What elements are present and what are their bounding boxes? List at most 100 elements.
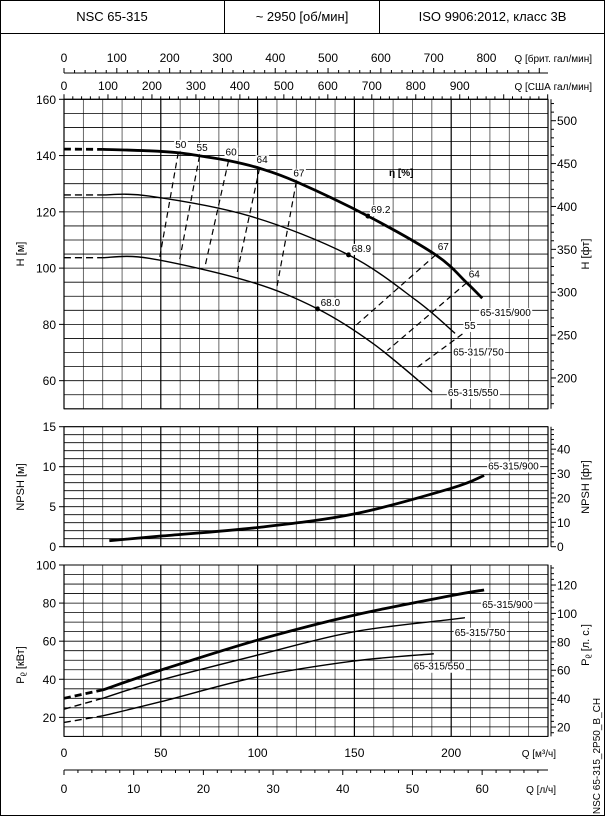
best-efficiency-label: 68.0 [321, 298, 341, 309]
right-tick-label: 100 [557, 607, 577, 621]
efficiency-label: 67 [438, 242, 450, 253]
uk-gpm-tick-label: 500 [318, 51, 338, 65]
us-gpm-tick-label: 700 [362, 79, 382, 93]
ls-tick-label: 20 [197, 782, 211, 796]
y-tick-label: 100 [36, 559, 56, 573]
ls-tick-label: 40 [336, 782, 350, 796]
head-curve-label: 65-315/900 [480, 308, 531, 319]
power-curve-dashed-segment [63, 715, 103, 724]
right-tick-label: 400 [557, 200, 577, 214]
power-curve-dashed-segment [63, 697, 103, 710]
power-plot-area [63, 564, 549, 737]
ls-tick-label: 50 [406, 782, 420, 796]
uk-gpm-tick-label: 100 [107, 51, 127, 65]
uk-gpm-tick-label: 200 [160, 51, 180, 65]
drawing-code: NSC 65-315_2P50_B_CH [592, 698, 603, 814]
speed-label: ~ 2950 [об/мин] [225, 0, 380, 34]
efficiency-label-background [292, 168, 306, 180]
right-tick-label: 450 [557, 157, 577, 171]
power-curve [102, 653, 434, 717]
best-efficiency-label: 69.2 [371, 205, 391, 216]
head-curve [102, 193, 456, 334]
us-gpm-tick-label: 900 [450, 79, 470, 93]
power-axis-title: Pᵨ [кВт] [15, 646, 27, 684]
ls-axis-title: Q [л/ч] [526, 785, 556, 796]
efficiency-line [179, 155, 201, 260]
y-tick-label: 20 [43, 711, 57, 725]
right-tick-label: 300 [557, 286, 577, 300]
m3h-tick-label: 150 [344, 746, 364, 760]
y-tick-label: 160 [36, 93, 56, 107]
right-tick-label: 500 [557, 114, 577, 128]
npsh-right-axis-title: NPSH [фт] [580, 460, 592, 514]
ls-tick-label: 0 [61, 782, 68, 796]
uk-gpm-axis-title: Q [брит. гал/мин] [514, 53, 592, 65]
right-tick-label: 30 [557, 467, 571, 481]
efficiency-label-background [174, 139, 188, 151]
efficiency-label-background [436, 241, 451, 253]
m3h-tick-label: 200 [441, 746, 461, 760]
right-tick-label: 40 [557, 692, 571, 706]
y-tick-label: 140 [36, 149, 56, 163]
right-tick-label: 250 [557, 329, 577, 343]
head-curve-label-background [452, 347, 506, 359]
right-tick-label: 0 [557, 540, 564, 554]
efficiency-line [386, 282, 468, 352]
power-curve-label-background [481, 599, 535, 611]
efficiency-label: 55 [464, 321, 476, 332]
head-axis-title: H [м] [15, 242, 27, 267]
power-right-axis-title: Pᵨ [л. с.] [580, 624, 592, 666]
uk-gpm-tick-label: 600 [371, 51, 391, 65]
best-efficiency-point [315, 306, 321, 312]
head-curve-label: 65-315/550 [448, 388, 499, 399]
power-curve [102, 588, 485, 692]
right-tick-label: 60 [557, 664, 571, 678]
power-curve [102, 617, 466, 699]
head-curve-label-background [479, 308, 533, 320]
ls-tick-label: 30 [266, 782, 280, 796]
best-efficiency-point [365, 213, 371, 219]
right-tick-label: 120 [557, 579, 577, 593]
us-gpm-axis-title: Q [США гал/мин] [514, 82, 592, 93]
head-curve [102, 255, 433, 393]
head-curve-label-background [446, 387, 500, 399]
efficiency-label: 64 [257, 155, 269, 166]
right-tick-label: 20 [557, 721, 571, 735]
y-tick-label: 120 [36, 205, 56, 219]
power-curve-label-background [412, 661, 466, 673]
efficiency-label: 60 [226, 148, 238, 159]
head-right-axis-title: H [фт] [580, 239, 592, 270]
npsh-curve-label: 65-315/900 [488, 462, 539, 473]
power-curve-label: 65-315/550 [414, 662, 465, 673]
best-efficiency-label-background [369, 205, 392, 217]
y-tick-label: 5 [49, 500, 56, 514]
m3h-tick-label: 0 [61, 746, 68, 760]
npsh-curve [109, 474, 485, 543]
m3h-tick-label: 50 [154, 746, 168, 760]
y-tick-label: 60 [43, 374, 57, 388]
efficiency-line [236, 168, 261, 275]
efficiency-label-background [224, 147, 239, 159]
efficiency-label-background [195, 142, 210, 154]
efficiency-label: 64 [469, 270, 481, 281]
uk-gpm-tick-label: 300 [212, 51, 232, 65]
us-gpm-tick-label: 600 [318, 79, 338, 93]
y-tick-label: 0 [49, 540, 56, 554]
power-curve-dashed-segment [63, 688, 104, 700]
y-tick-label: 40 [43, 673, 57, 687]
ls-tick-label: 10 [127, 782, 141, 796]
efficiency-label: 55 [197, 143, 209, 154]
us-gpm-tick-label: 0 [61, 79, 68, 93]
right-tick-label: 20 [557, 491, 571, 505]
npsh-curve-label-background [487, 461, 541, 473]
us-gpm-tick-label: 300 [186, 79, 206, 93]
uk-gpm-tick-label: 700 [424, 51, 444, 65]
efficiency-line [159, 152, 179, 257]
head-curve [102, 147, 484, 300]
power-curve-label: 65-315/900 [482, 600, 533, 611]
uk-gpm-tick-label: 400 [265, 51, 285, 65]
us-gpm-tick-label: 200 [142, 79, 162, 93]
uk-gpm-tick-label: 0 [61, 51, 68, 65]
efficiency-line [276, 181, 297, 287]
